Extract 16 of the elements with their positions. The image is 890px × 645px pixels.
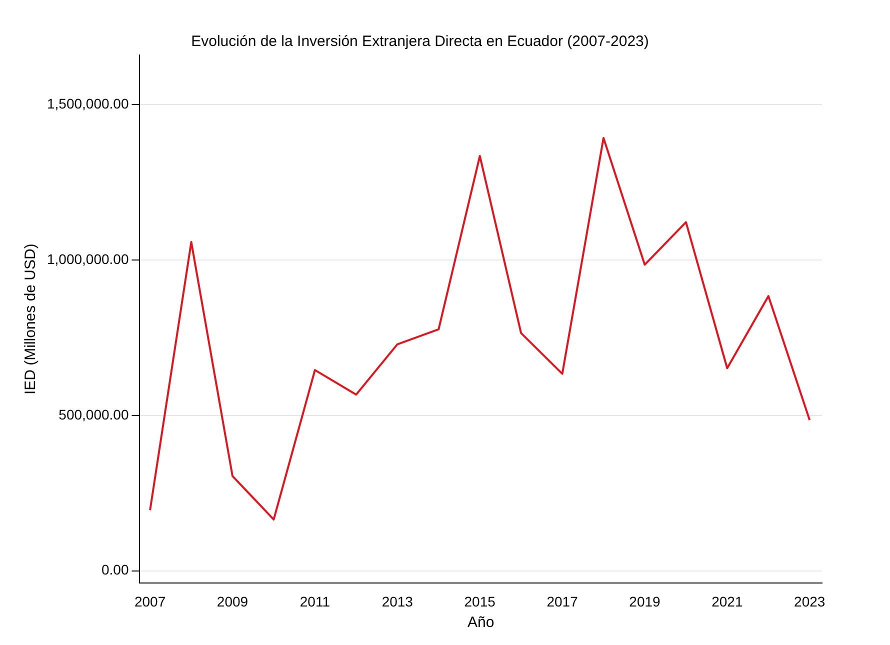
- x-tick-label: 2019: [629, 593, 661, 610]
- x-tick-label: 2007: [134, 593, 166, 610]
- x-tick-label: 2009: [216, 593, 248, 610]
- x-tick-label: 2017: [546, 593, 578, 610]
- y-tick-label: 1,000,000.00: [46, 250, 129, 267]
- y-tick-label: 0.00: [101, 562, 129, 578]
- x-axis-title: Año: [468, 614, 494, 632]
- y-tick-label: 1,500,000.00: [46, 96, 129, 112]
- x-tick-label: 2015: [464, 593, 496, 610]
- x-tick-label: 2021: [712, 593, 743, 610]
- y-axis-title: IED (Millones de USD): [22, 244, 40, 395]
- chart-title: Evolución de la Inversión Extranjera Directa en Ecuador (2007-2023): [191, 33, 649, 50]
- y-tick-label: 500,000.00: [58, 406, 129, 422]
- x-tick-label: 2011: [300, 593, 330, 610]
- x-tick-label: 2023: [794, 593, 826, 610]
- x-tick-label: 2013: [382, 593, 414, 610]
